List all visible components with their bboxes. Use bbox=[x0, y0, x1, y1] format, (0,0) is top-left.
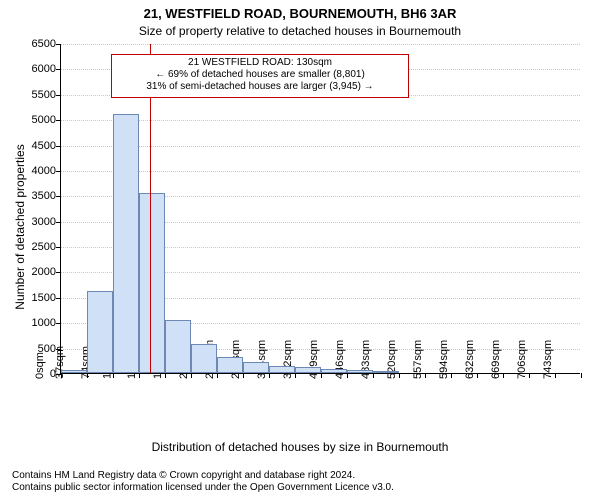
y-tick-label: 5000 bbox=[32, 114, 56, 126]
x-tick-label: 669sqm bbox=[490, 340, 502, 379]
x-tick bbox=[555, 373, 556, 378]
property-size-chart: 21, WESTFIELD ROAD, BOURNEMOUTH, BH6 3AR… bbox=[0, 0, 600, 500]
y-tick bbox=[56, 247, 61, 248]
y-tick-label: 1000 bbox=[32, 317, 56, 329]
x-tick bbox=[217, 373, 218, 378]
annotation-box: 21 WESTFIELD ROAD: 130sqm← 69% of detach… bbox=[111, 54, 409, 98]
x-tick-label: 743sqm bbox=[542, 340, 554, 379]
x-tick-label: 37sqm bbox=[54, 346, 66, 379]
x-tick-label: 0sqm bbox=[34, 352, 46, 379]
x-tick bbox=[373, 373, 374, 378]
x-tick-label: 594sqm bbox=[438, 340, 450, 379]
footer-line1: Contains HM Land Registry data © Crown c… bbox=[12, 470, 394, 482]
y-tick-label: 4000 bbox=[32, 165, 56, 177]
x-tick bbox=[191, 373, 192, 378]
histogram-bar bbox=[347, 370, 373, 373]
histogram-bar bbox=[165, 320, 191, 373]
x-tick bbox=[165, 373, 166, 378]
x-tick bbox=[451, 373, 452, 378]
histogram-bar bbox=[373, 371, 399, 373]
plot-area: 0500100015002000250030003500400045005000… bbox=[60, 44, 580, 374]
y-tick bbox=[56, 323, 61, 324]
x-tick bbox=[503, 373, 504, 378]
x-tick-label: 706sqm bbox=[516, 340, 528, 379]
histogram-bar bbox=[139, 193, 165, 373]
chart-title-line1: 21, WESTFIELD ROAD, BOURNEMOUTH, BH6 3AR bbox=[0, 6, 600, 21]
x-axis-label: Distribution of detached houses by size … bbox=[0, 440, 600, 454]
x-tick-label: 334sqm bbox=[256, 340, 268, 379]
footer-line2: Contains public sector information licen… bbox=[12, 482, 394, 494]
y-tick-label: 3500 bbox=[32, 190, 56, 202]
x-tick-label: 483sqm bbox=[360, 340, 372, 379]
attribution-footer: Contains HM Land Registry data © Crown c… bbox=[12, 470, 394, 494]
chart-title-line2: Size of property relative to detached ho… bbox=[0, 24, 600, 38]
histogram-bar bbox=[61, 370, 87, 373]
x-tick bbox=[243, 373, 244, 378]
x-tick bbox=[139, 373, 140, 378]
y-tick-label: 2500 bbox=[32, 241, 56, 253]
y-tick bbox=[56, 44, 61, 45]
y-tick bbox=[56, 272, 61, 273]
x-tick-label: 520sqm bbox=[386, 340, 398, 379]
x-tick-label: 446sqm bbox=[334, 340, 346, 379]
x-tick bbox=[425, 373, 426, 378]
histogram-bar bbox=[243, 362, 269, 373]
y-tick-label: 5500 bbox=[32, 89, 56, 101]
x-tick bbox=[529, 373, 530, 378]
histogram-bar bbox=[321, 369, 347, 373]
histogram-bar bbox=[217, 357, 243, 373]
y-tick bbox=[56, 196, 61, 197]
y-tick bbox=[56, 146, 61, 147]
histogram-bar bbox=[113, 114, 139, 373]
y-tick-label: 3000 bbox=[32, 216, 56, 228]
x-tick bbox=[321, 373, 322, 378]
y-tick bbox=[56, 171, 61, 172]
y-tick-label: 1500 bbox=[32, 292, 56, 304]
annotation-line1: 21 WESTFIELD ROAD: 130sqm bbox=[116, 57, 404, 69]
x-tick-label: 372sqm bbox=[282, 340, 294, 379]
y-tick-label: 6500 bbox=[32, 38, 56, 50]
grid-line bbox=[61, 44, 580, 45]
x-tick bbox=[477, 373, 478, 378]
x-tick bbox=[347, 373, 348, 378]
x-tick bbox=[399, 373, 400, 378]
annotation-line2: ← 69% of detached houses are smaller (8,… bbox=[116, 69, 404, 81]
x-tick bbox=[581, 373, 582, 378]
y-tick bbox=[56, 95, 61, 96]
x-tick bbox=[269, 373, 270, 378]
y-axis-label: Number of detached properties bbox=[13, 67, 27, 387]
y-tick bbox=[56, 69, 61, 70]
y-tick-label: 4500 bbox=[32, 140, 56, 152]
y-tick bbox=[56, 120, 61, 121]
y-tick-label: 6000 bbox=[32, 63, 56, 75]
y-tick bbox=[56, 298, 61, 299]
histogram-bar bbox=[87, 291, 113, 373]
x-tick bbox=[295, 373, 296, 378]
x-tick-label: 557sqm bbox=[412, 340, 424, 379]
x-tick-label: 409sqm bbox=[308, 340, 320, 379]
histogram-bar bbox=[191, 344, 217, 373]
histogram-bar bbox=[295, 367, 321, 373]
y-tick bbox=[56, 222, 61, 223]
y-tick-label: 2000 bbox=[32, 266, 56, 278]
histogram-bar bbox=[269, 366, 295, 373]
annotation-line3: 31% of semi-detached houses are larger (… bbox=[116, 81, 404, 93]
x-tick-label: 632sqm bbox=[464, 340, 476, 379]
